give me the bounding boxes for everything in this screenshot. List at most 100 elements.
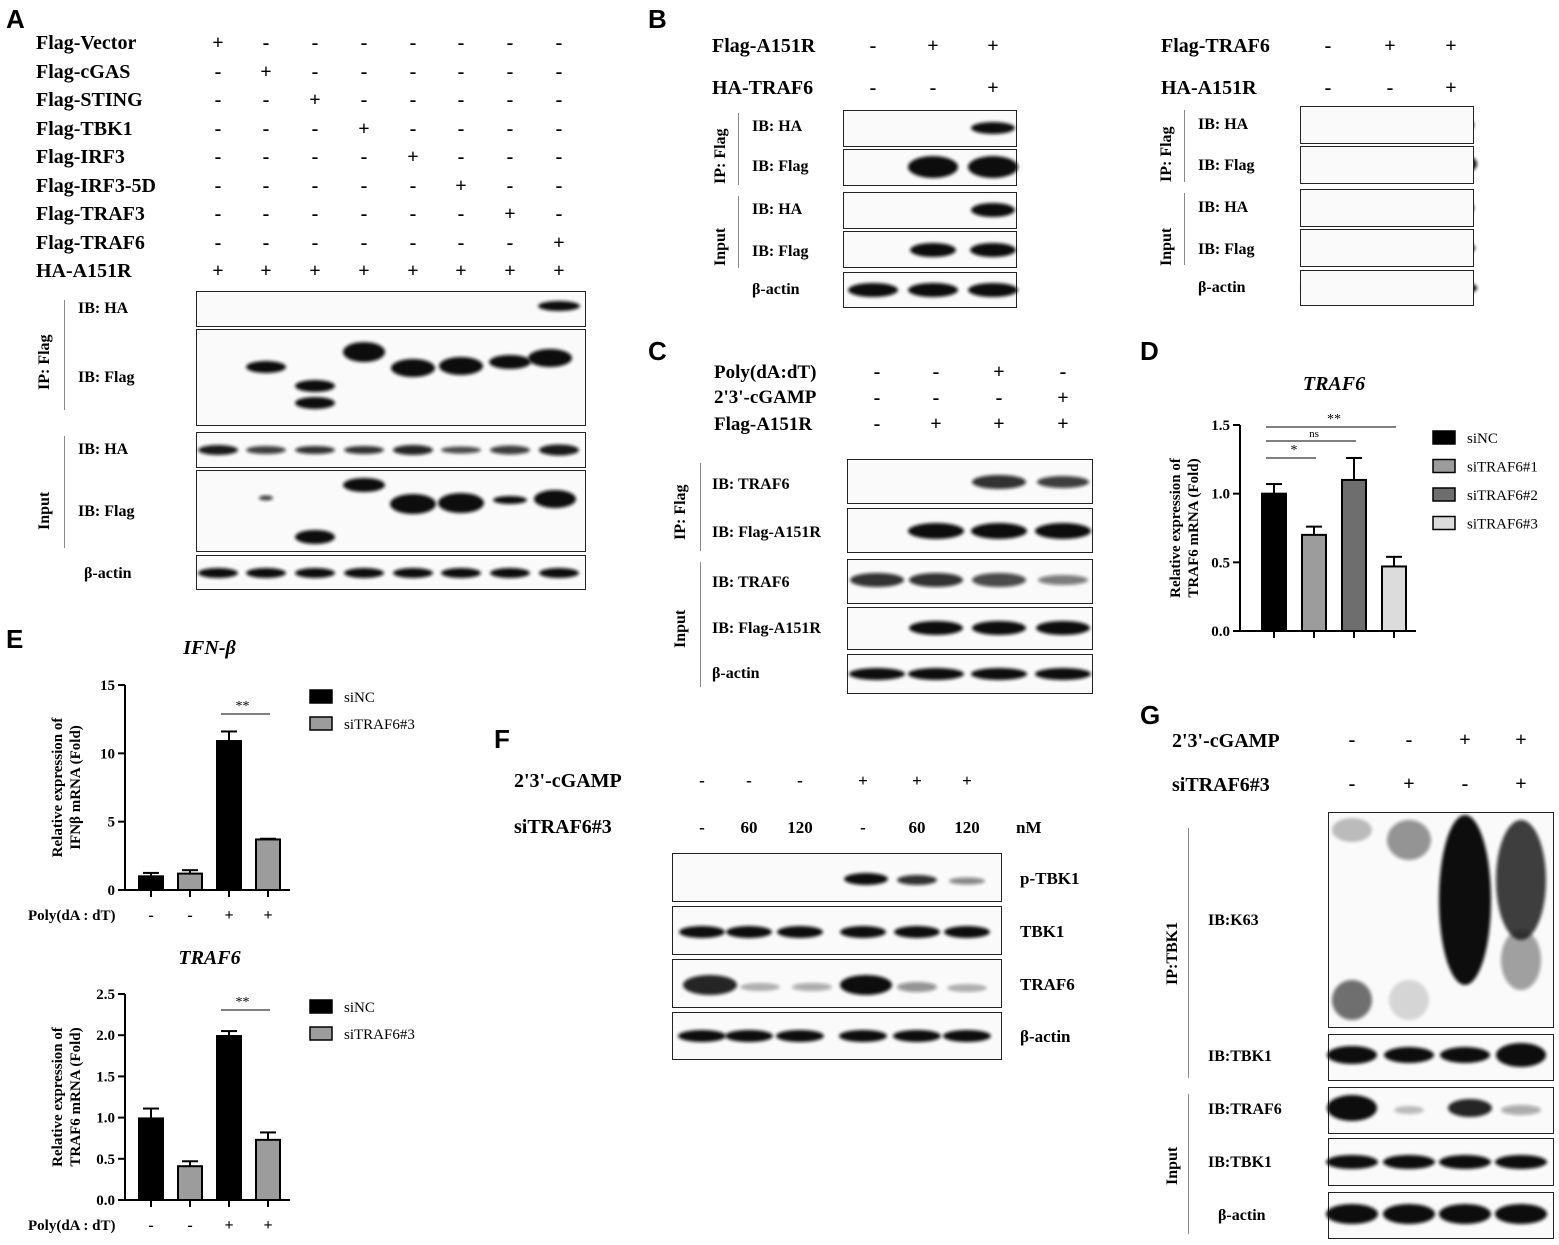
legend-label: siNC xyxy=(344,690,375,706)
treatment-sign: - xyxy=(1386,77,1394,99)
blot-band xyxy=(792,983,832,991)
row-label: Flag-IRF3 xyxy=(36,146,125,168)
blot-band xyxy=(894,926,940,938)
blot-band xyxy=(1440,1047,1490,1063)
ib-label: IB: HA xyxy=(78,441,129,458)
treatment-sign: - xyxy=(262,232,270,254)
chart-title: TRAF6 xyxy=(1303,373,1365,395)
blot-band xyxy=(839,1030,887,1042)
blot-band xyxy=(1326,1204,1378,1224)
ib-label: IB:TBK1 xyxy=(1208,1154,1273,1171)
row-label: 2'3'-cGAMP xyxy=(1172,730,1280,752)
treatment-sign: - xyxy=(506,32,514,54)
blot-band xyxy=(1332,980,1372,1020)
panel-letter-d: D xyxy=(1140,336,1159,366)
ib-label: IB: HA xyxy=(78,300,129,317)
treatment-sign: + xyxy=(455,260,467,282)
row-label: Flag-A151R xyxy=(712,35,816,57)
blot-band xyxy=(910,243,956,257)
blot xyxy=(1300,229,1474,267)
blot-band xyxy=(343,342,385,362)
blot-band xyxy=(295,446,335,454)
blot-band xyxy=(246,446,286,454)
blot-band xyxy=(1496,820,1546,940)
x-sign: + xyxy=(224,1217,233,1234)
y-tick-label: 0.0 xyxy=(96,1193,115,1209)
blot-band xyxy=(1383,1155,1435,1169)
bar xyxy=(177,872,203,892)
treatment-sign: 120 xyxy=(954,818,980,837)
legend-swatch xyxy=(1432,515,1456,531)
x-axis-label: Poly(dA : dT) xyxy=(28,1218,116,1234)
treatment-sign: - xyxy=(457,89,465,111)
treatment-sign: - xyxy=(409,89,417,111)
treatment-sign: - xyxy=(262,203,270,225)
blot-band xyxy=(943,1030,991,1042)
y-tick-label: 0.5 xyxy=(1211,555,1230,571)
treatment-sign: - xyxy=(555,146,563,168)
x-sign: + xyxy=(263,1217,272,1234)
treatment-sign: - xyxy=(262,32,270,54)
treatment-sign: - xyxy=(869,35,877,57)
blot xyxy=(1300,106,1474,144)
panel-letter-g: G xyxy=(1140,700,1161,730)
blot-band xyxy=(198,568,238,578)
chart-title: TRAF6 xyxy=(178,947,240,969)
blot-band xyxy=(393,568,433,578)
treatment-sign: - xyxy=(457,32,465,54)
x-sign: + xyxy=(224,907,233,924)
treatment-sign: - xyxy=(929,77,937,99)
blot-band xyxy=(1037,476,1089,488)
blot-band xyxy=(1332,818,1372,842)
legend-swatch xyxy=(309,716,333,731)
treatment-sign: - xyxy=(214,146,222,168)
treatment-sign: - xyxy=(457,61,465,83)
ib-label: TBK1 xyxy=(1020,922,1065,941)
blot-band xyxy=(1439,815,1491,985)
panel-letter-a: A xyxy=(6,4,25,34)
blot-band xyxy=(1439,1155,1491,1169)
treatment-sign: - xyxy=(409,175,417,197)
row-label: Flag-STING xyxy=(36,89,143,111)
treatment-sign: - xyxy=(214,232,222,254)
treatment-sign: - xyxy=(457,203,465,225)
bar xyxy=(1381,565,1407,633)
treatment-sign: - xyxy=(311,175,319,197)
blot-band xyxy=(1448,1099,1492,1117)
blot-band xyxy=(1384,1047,1434,1063)
treatment-sign: - xyxy=(360,203,368,225)
bar xyxy=(138,1117,164,1201)
treatment-sign: - xyxy=(360,175,368,197)
blot xyxy=(847,508,1093,553)
ib-label: β-actin xyxy=(752,281,800,298)
treatment-sign: - xyxy=(214,61,222,83)
treatment-sign: + xyxy=(1515,773,1527,795)
treatment-sign: + xyxy=(504,203,516,225)
treatment-sign: + xyxy=(212,260,224,282)
ib-label: IB: HA xyxy=(1198,199,1249,216)
treatment-sign: + xyxy=(309,260,321,282)
blot-band xyxy=(726,926,772,938)
treatment-sign: - xyxy=(506,232,514,254)
ib-label: IB: TRAF6 xyxy=(712,574,790,591)
panel-letter-e: E xyxy=(6,624,24,654)
blot-band xyxy=(683,975,737,995)
ib-label: IB: Flag xyxy=(78,369,135,386)
y-tick-label: 0.5 xyxy=(96,1152,115,1168)
blot-band xyxy=(534,490,576,508)
blot-band xyxy=(908,523,964,539)
treatment-sign: + xyxy=(553,232,565,254)
significance-label: ** xyxy=(236,995,250,1010)
y-axis-label: IFNβ mRNA (Fold) xyxy=(68,725,84,850)
blot-band xyxy=(1036,621,1090,635)
treatment-sign: + xyxy=(455,175,467,197)
ib-label: IB:TBK1 xyxy=(1208,1048,1273,1065)
treatment-sign: + xyxy=(993,361,1005,383)
treatment-sign: - xyxy=(409,118,417,140)
legend-label: siTRAF6#1 xyxy=(1467,460,1538,476)
blot-input-flag xyxy=(196,470,586,552)
unit-label: nM xyxy=(1016,818,1042,837)
x-sign: - xyxy=(187,907,192,924)
treatment-sign: + xyxy=(987,77,999,99)
